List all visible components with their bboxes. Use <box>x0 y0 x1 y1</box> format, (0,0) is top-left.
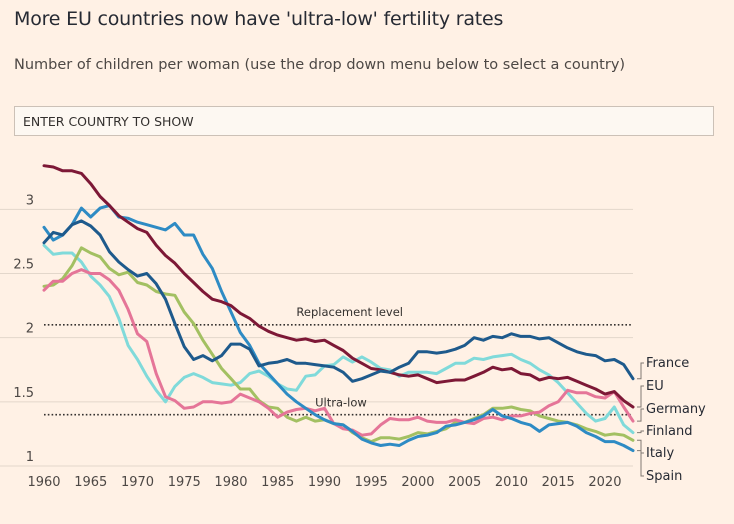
end-label-leader <box>637 439 644 454</box>
end-label-germany: Germany <box>646 402 706 417</box>
x-tick-label: 1980 <box>214 475 247 490</box>
y-tick-label: 2 <box>26 322 34 337</box>
series-line-italy <box>42 246 635 444</box>
end-label-france: France <box>646 356 689 371</box>
x-tick-label: 2020 <box>588 475 621 490</box>
end-label-leader <box>637 408 644 422</box>
country-search-input[interactable] <box>14 106 714 136</box>
y-tick-label: 2.5 <box>13 258 34 273</box>
x-tick-label: 2010 <box>495 475 528 490</box>
series-line-eu <box>42 164 635 409</box>
y-tick-label: 1 <box>26 450 34 465</box>
reference-line-label: Replacement level <box>296 305 403 319</box>
x-tick-label: 1995 <box>355 475 388 490</box>
end-label-leader <box>637 430 644 434</box>
end-label-spain: Spain <box>646 469 682 484</box>
series-line-spain <box>42 204 635 453</box>
x-tick-label: 1975 <box>168 475 201 490</box>
chart-subtitle: Number of children per woman (use the dr… <box>14 57 626 73</box>
end-label-italy: Italy <box>646 446 675 461</box>
chart-title: More EU countries now have 'ultra-low' f… <box>14 8 504 30</box>
end-label-leader <box>637 450 644 477</box>
x-tick-label: 2015 <box>542 475 575 490</box>
x-tick-label: 1990 <box>308 475 341 490</box>
x-tick-label: 1985 <box>261 475 294 490</box>
x-tick-label: 1965 <box>74 475 107 490</box>
end-label-finland: Finland <box>646 424 692 439</box>
series-line-germany <box>42 268 635 437</box>
end-label-leader <box>637 385 644 408</box>
y-tick-label: 3 <box>26 193 34 208</box>
x-tick-label: 2000 <box>401 475 434 490</box>
x-tick-label: 1970 <box>121 475 154 490</box>
end-label-leader <box>637 362 644 380</box>
x-tick-label: 1960 <box>27 475 60 490</box>
reference-line-label: Ultra-low <box>315 396 367 410</box>
series-line-france <box>42 219 635 383</box>
end-label-eu: EU <box>646 379 664 394</box>
series-line-finland <box>42 243 635 435</box>
x-tick-label: 2005 <box>448 475 481 490</box>
y-tick-label: 1.5 <box>13 386 34 401</box>
